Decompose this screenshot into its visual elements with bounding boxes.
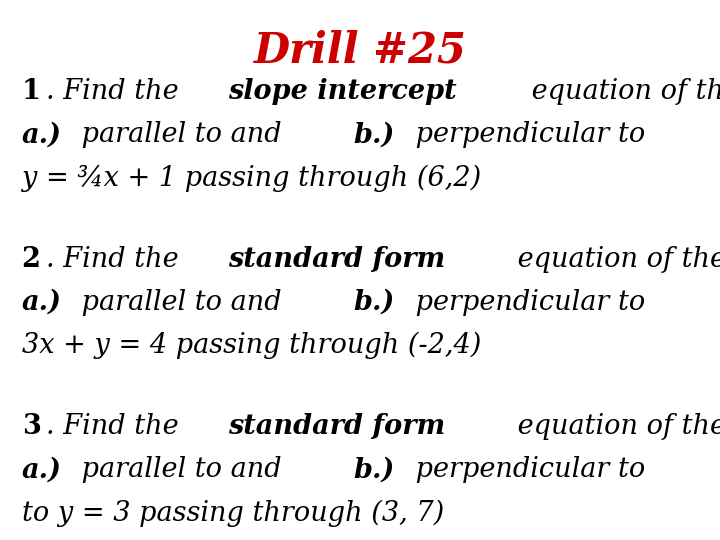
- Text: equation of the lines: equation of the lines: [508, 413, 720, 440]
- Text: . Find the: . Find the: [46, 78, 187, 105]
- Text: 2: 2: [22, 246, 40, 273]
- Text: equation of the lines: equation of the lines: [508, 246, 720, 273]
- Text: standard form: standard form: [228, 413, 446, 440]
- Text: parallel to and: parallel to and: [73, 456, 290, 483]
- Text: standard form: standard form: [228, 246, 446, 273]
- Text: slope intercept: slope intercept: [228, 78, 457, 105]
- Text: to y = 3 passing through (3, 7): to y = 3 passing through (3, 7): [22, 500, 444, 527]
- Text: parallel to and: parallel to and: [73, 289, 290, 316]
- Text: 3: 3: [22, 413, 40, 440]
- Text: . Find the: . Find the: [46, 246, 187, 273]
- Text: 3x + y = 4 passing through (-2,4): 3x + y = 4 passing through (-2,4): [22, 332, 481, 360]
- Text: y = ¾x + 1 passing through (6,2): y = ¾x + 1 passing through (6,2): [22, 165, 481, 192]
- Text: a.): a.): [22, 456, 62, 483]
- Text: perpendicular to: perpendicular to: [407, 122, 645, 148]
- Text: a.): a.): [22, 289, 62, 316]
- Text: b.): b.): [354, 122, 395, 148]
- Text: b.): b.): [354, 456, 395, 483]
- Text: a.): a.): [22, 122, 62, 148]
- Text: parallel to and: parallel to and: [73, 122, 290, 148]
- Text: perpendicular to: perpendicular to: [407, 289, 645, 316]
- Text: 1: 1: [22, 78, 40, 105]
- Text: perpendicular to: perpendicular to: [407, 456, 645, 483]
- Text: Drill #25: Drill #25: [253, 30, 467, 72]
- Text: b.): b.): [354, 289, 395, 316]
- Text: equation of the lines: equation of the lines: [523, 78, 720, 105]
- Text: . Find the: . Find the: [46, 413, 187, 440]
